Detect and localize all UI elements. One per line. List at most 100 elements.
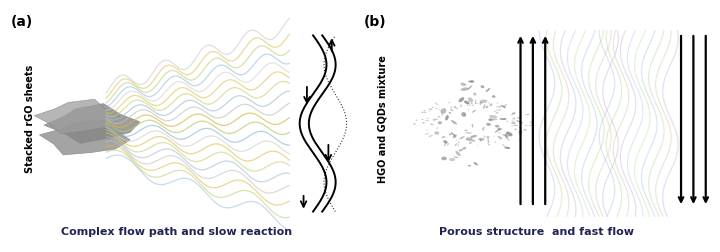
- Ellipse shape: [527, 114, 530, 115]
- Ellipse shape: [499, 109, 500, 110]
- Ellipse shape: [456, 151, 461, 156]
- Ellipse shape: [502, 144, 505, 146]
- Text: Stacked rGO sheets: Stacked rGO sheets: [25, 65, 35, 173]
- Ellipse shape: [483, 106, 485, 109]
- Ellipse shape: [441, 108, 446, 114]
- Ellipse shape: [529, 125, 532, 126]
- Ellipse shape: [486, 88, 490, 92]
- Ellipse shape: [445, 115, 449, 120]
- Ellipse shape: [460, 83, 467, 86]
- Ellipse shape: [505, 134, 508, 139]
- Ellipse shape: [496, 106, 498, 107]
- Ellipse shape: [473, 92, 477, 96]
- Ellipse shape: [469, 142, 470, 144]
- Ellipse shape: [482, 127, 485, 131]
- Ellipse shape: [433, 118, 438, 120]
- Ellipse shape: [511, 121, 516, 124]
- Ellipse shape: [431, 135, 433, 136]
- Polygon shape: [40, 120, 130, 155]
- Ellipse shape: [507, 136, 509, 137]
- Ellipse shape: [468, 98, 473, 102]
- Ellipse shape: [514, 129, 517, 130]
- Ellipse shape: [484, 104, 485, 107]
- Ellipse shape: [500, 137, 502, 138]
- Ellipse shape: [488, 102, 490, 104]
- Ellipse shape: [428, 108, 432, 110]
- Ellipse shape: [495, 129, 500, 133]
- Ellipse shape: [415, 119, 417, 121]
- Ellipse shape: [428, 111, 431, 112]
- Ellipse shape: [453, 134, 456, 138]
- Ellipse shape: [451, 132, 456, 137]
- Ellipse shape: [466, 137, 472, 141]
- Ellipse shape: [435, 103, 438, 105]
- Ellipse shape: [422, 122, 425, 124]
- Ellipse shape: [431, 124, 433, 125]
- Ellipse shape: [468, 80, 473, 82]
- Ellipse shape: [506, 132, 508, 133]
- Ellipse shape: [438, 109, 441, 111]
- Ellipse shape: [510, 126, 513, 127]
- Ellipse shape: [470, 80, 474, 83]
- Ellipse shape: [493, 111, 495, 112]
- Ellipse shape: [464, 101, 469, 104]
- Ellipse shape: [467, 85, 472, 90]
- Ellipse shape: [500, 118, 506, 120]
- Ellipse shape: [451, 120, 457, 124]
- Ellipse shape: [498, 136, 500, 138]
- Ellipse shape: [472, 139, 474, 142]
- Ellipse shape: [495, 112, 498, 114]
- Ellipse shape: [473, 162, 478, 165]
- Polygon shape: [35, 99, 121, 134]
- Ellipse shape: [464, 130, 467, 131]
- Ellipse shape: [474, 103, 475, 104]
- Ellipse shape: [436, 128, 438, 129]
- Ellipse shape: [462, 112, 467, 117]
- Ellipse shape: [444, 140, 448, 144]
- Ellipse shape: [474, 140, 475, 142]
- Ellipse shape: [510, 114, 513, 115]
- Ellipse shape: [413, 123, 415, 125]
- Ellipse shape: [458, 141, 459, 143]
- Ellipse shape: [433, 119, 436, 121]
- Ellipse shape: [446, 137, 447, 138]
- Ellipse shape: [502, 134, 505, 136]
- Ellipse shape: [455, 143, 457, 146]
- Ellipse shape: [523, 129, 526, 131]
- Ellipse shape: [480, 139, 482, 142]
- Ellipse shape: [470, 135, 477, 138]
- Ellipse shape: [497, 102, 498, 104]
- Ellipse shape: [519, 112, 521, 113]
- Ellipse shape: [470, 141, 472, 144]
- Ellipse shape: [498, 109, 501, 111]
- Ellipse shape: [498, 128, 502, 130]
- Ellipse shape: [426, 118, 429, 119]
- Ellipse shape: [480, 102, 482, 105]
- Ellipse shape: [467, 104, 468, 106]
- Ellipse shape: [475, 99, 476, 102]
- Ellipse shape: [476, 100, 477, 101]
- Ellipse shape: [495, 109, 498, 111]
- Ellipse shape: [516, 120, 523, 123]
- Ellipse shape: [495, 142, 496, 143]
- Ellipse shape: [513, 118, 516, 119]
- Ellipse shape: [454, 156, 459, 158]
- Ellipse shape: [420, 112, 424, 113]
- Ellipse shape: [489, 144, 490, 145]
- Ellipse shape: [487, 136, 490, 138]
- Ellipse shape: [529, 121, 534, 122]
- Ellipse shape: [458, 144, 459, 146]
- Ellipse shape: [495, 125, 499, 128]
- Ellipse shape: [466, 101, 467, 104]
- Ellipse shape: [425, 120, 429, 121]
- Ellipse shape: [465, 132, 472, 134]
- Ellipse shape: [424, 112, 426, 113]
- Ellipse shape: [460, 104, 462, 107]
- Ellipse shape: [472, 105, 474, 106]
- Ellipse shape: [504, 147, 510, 149]
- Ellipse shape: [513, 124, 518, 126]
- Ellipse shape: [475, 101, 476, 104]
- Ellipse shape: [434, 131, 439, 135]
- Ellipse shape: [451, 106, 452, 108]
- Ellipse shape: [441, 136, 445, 138]
